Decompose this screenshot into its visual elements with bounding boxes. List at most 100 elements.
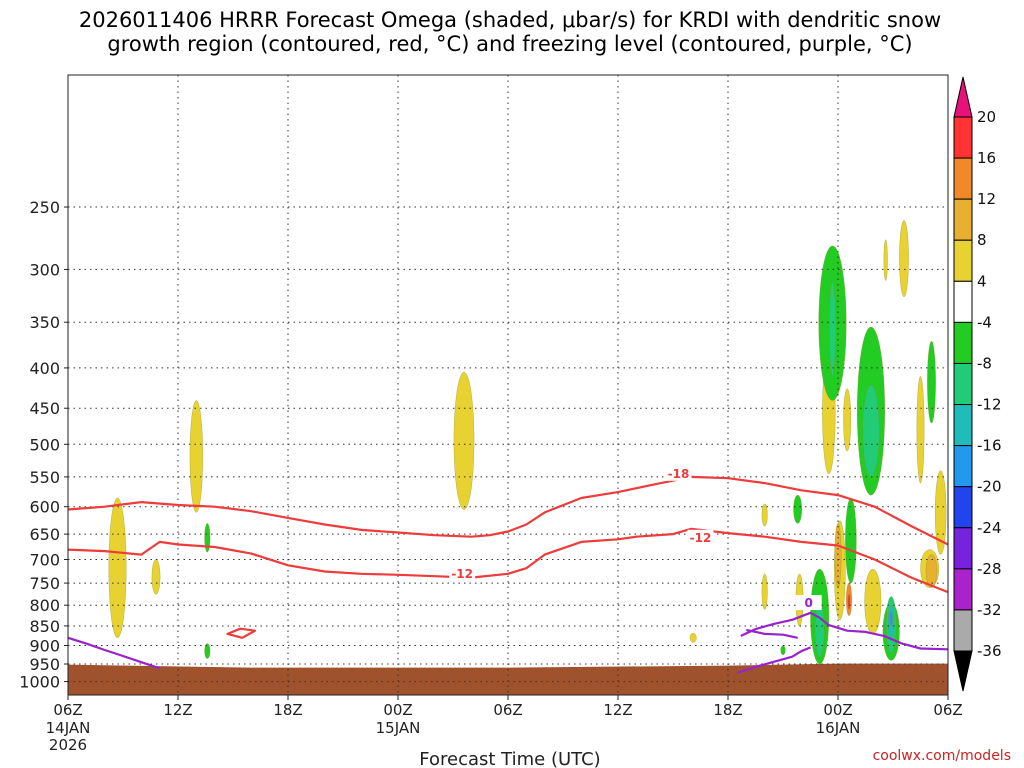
x-tick-label-6: 18Z bbox=[713, 701, 742, 719]
x-axis-label: Forecast Time (UTC) bbox=[419, 749, 600, 768]
colorbar-swatch-12 bbox=[953, 609, 973, 652]
omega-shaded-region-5 bbox=[761, 503, 768, 527]
colorbar-swatch-2 bbox=[953, 198, 973, 241]
y-tick-label-1000: 1000 bbox=[19, 673, 60, 692]
omega-shaded-region-31 bbox=[862, 384, 880, 478]
y-tick-label-600: 600 bbox=[29, 498, 60, 517]
colorbar-label-7: -12 bbox=[977, 396, 1002, 414]
omega-shaded-region-24 bbox=[793, 494, 802, 524]
omega-shaded-region-12 bbox=[899, 220, 909, 297]
colorbar-label-2: 12 bbox=[977, 190, 996, 208]
plot-area: -18 -12 -12 0 bbox=[67, 74, 949, 696]
y-tick-label-950: 950 bbox=[29, 655, 60, 674]
colorbar-top-arrow bbox=[953, 76, 973, 118]
colorbar-swatch-1 bbox=[953, 157, 973, 200]
omega-shaded-region-0 bbox=[108, 497, 127, 638]
x-tick-label-1: 12Z bbox=[163, 701, 192, 719]
y-tick-label-650: 650 bbox=[29, 525, 60, 544]
y-tick-label-250: 250 bbox=[29, 198, 60, 217]
contour-line-7 bbox=[67, 636, 161, 670]
contour-line-1 bbox=[67, 527, 949, 594]
colorbar-bottom-arrow bbox=[953, 650, 973, 692]
y-tick-label-850: 850 bbox=[29, 617, 60, 636]
contour-line-0 bbox=[67, 475, 949, 546]
omega-shaded-region-32 bbox=[829, 280, 836, 377]
omega-shaded-region-36 bbox=[889, 611, 893, 627]
omega-shaded-region-26 bbox=[845, 497, 857, 584]
x-tick-label-5: 12Z bbox=[603, 701, 632, 719]
colorbar-label-0: 20 bbox=[977, 108, 996, 126]
grid-lines bbox=[67, 75, 949, 695]
y-tick-label-900: 900 bbox=[29, 637, 60, 656]
omega-shaded-region-17 bbox=[834, 523, 842, 588]
x-tick-label-4: 06Z bbox=[493, 701, 522, 719]
y-tick-label-550: 550 bbox=[29, 468, 60, 487]
contour-line-6 bbox=[736, 646, 811, 674]
colorbar-label-5: -4 bbox=[977, 313, 992, 331]
omega-shaded-region-18 bbox=[925, 554, 938, 588]
omega-shaded-region-2 bbox=[189, 400, 203, 513]
omega-shaded-region-4 bbox=[689, 632, 697, 643]
x-tick-label-8: 06Z bbox=[933, 701, 962, 719]
omega-shaded-region-6 bbox=[761, 573, 768, 610]
contour-label-0: -18 bbox=[668, 467, 690, 481]
colorbar-swatch-4 bbox=[953, 280, 973, 323]
ground-surface bbox=[68, 663, 948, 695]
contour-label-2: -12 bbox=[690, 531, 712, 545]
contour-label-bg-2 bbox=[687, 529, 714, 545]
y-tick-label-700: 700 bbox=[29, 550, 60, 569]
colorbar-swatch-11 bbox=[953, 568, 973, 611]
x-tick-date-0: 14JAN bbox=[46, 719, 91, 737]
y-tick-label-750: 750 bbox=[29, 574, 60, 593]
omega-shaded-region-3 bbox=[453, 372, 475, 510]
colorbar-label-6: -8 bbox=[977, 354, 992, 372]
omega-shaded-region-9 bbox=[843, 388, 851, 452]
omega-shaded-region-1 bbox=[151, 559, 161, 595]
contour-line-5 bbox=[746, 628, 798, 639]
colorbar-label-10: -24 bbox=[977, 519, 1002, 537]
colorbar-swatch-10 bbox=[953, 527, 973, 570]
omega-shaded-region-22 bbox=[204, 643, 211, 659]
x-tick-date-7: 16JAN bbox=[816, 719, 861, 737]
ground-layer bbox=[68, 663, 948, 695]
x-tick-year-0: 2026 bbox=[49, 736, 87, 754]
contour-label-bg-4 bbox=[795, 595, 822, 611]
y-axis-ticks: 2503003504004505005506006507007508008509… bbox=[19, 198, 68, 692]
omega-shaded-region-16 bbox=[935, 470, 947, 555]
contour-label-bg-1 bbox=[449, 565, 476, 581]
omega-shaded-region-30 bbox=[927, 341, 936, 424]
omega-shaded-region-14 bbox=[916, 376, 925, 484]
y-tick-label-450: 450 bbox=[29, 399, 60, 418]
y-tick-label-800: 800 bbox=[29, 596, 60, 615]
colorbar-swatch-7 bbox=[953, 404, 973, 447]
contour-label-bg-0 bbox=[665, 465, 692, 481]
chart-title-line-1: 2026011406 HRRR Forecast Omega (shaded, … bbox=[79, 8, 941, 32]
colorbar-swatch-9 bbox=[953, 486, 973, 529]
contour-lines: -18 -12 -12 0 bbox=[67, 465, 949, 674]
colorbar-label-12: -32 bbox=[977, 601, 1002, 619]
colorbar-label-13: -36 bbox=[977, 642, 1002, 660]
colorbar-swatch-3 bbox=[953, 239, 973, 282]
omega-shading bbox=[108, 220, 947, 665]
y-tick-label-400: 400 bbox=[29, 359, 60, 378]
omega-shaded-region-11 bbox=[864, 568, 882, 635]
x-tick-label-0: 06Z bbox=[53, 701, 82, 719]
colorbar-swatch-8 bbox=[953, 445, 973, 488]
y-tick-label-300: 300 bbox=[29, 260, 60, 279]
colorbar-label-11: -28 bbox=[977, 560, 1002, 578]
y-tick-label-350: 350 bbox=[29, 313, 60, 332]
contour-line-4 bbox=[740, 611, 949, 651]
colorbar-label-8: -16 bbox=[977, 437, 1002, 455]
colorbar-label-4: 4 bbox=[977, 272, 987, 290]
colorbar-swatch-6 bbox=[953, 362, 973, 406]
omega-shaded-region-23 bbox=[780, 645, 786, 656]
x-tick-date-3: 15JAN bbox=[376, 719, 421, 737]
colorbar-legend: 20 16 12 8 4 -4 -8 -12 -16 -20 -24 -28 -32 -36 bbox=[953, 76, 1002, 692]
omega-shaded-region-20 bbox=[847, 594, 851, 610]
colorbar-label-1: 16 bbox=[977, 149, 996, 167]
omega-shaded-region-21 bbox=[204, 523, 211, 553]
chart-title-line-2: growth region (contoured, red, °C) and f… bbox=[107, 32, 912, 56]
y-tick-label-500: 500 bbox=[29, 435, 60, 454]
